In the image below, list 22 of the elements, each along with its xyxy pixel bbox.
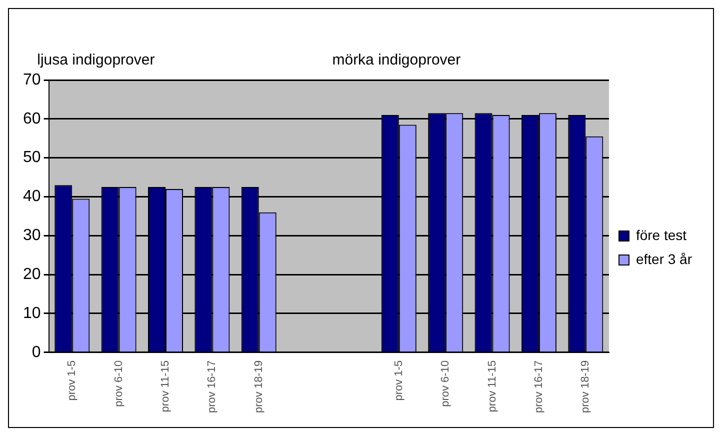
- y-tick-label: 10: [23, 304, 41, 322]
- x-tick-label: prov 16-17: [532, 360, 545, 414]
- y-tick-label: 0: [32, 344, 41, 361]
- x-tick-label: prov 18-19: [580, 360, 592, 414]
- x-tick-label: prov 16-17: [206, 360, 218, 414]
- x-tick-label: prov 1-5: [392, 360, 405, 401]
- y-tick-label: 60: [23, 110, 41, 128]
- x-tick-label: prov 11-15: [160, 360, 172, 412]
- y-tick-label: 50: [23, 149, 41, 166]
- legend-label: före test: [636, 226, 687, 243]
- y-tick-label: 70: [23, 71, 41, 88]
- text: mörka indigoprover: [332, 52, 461, 69]
- x-tick-label: prov 6-10: [440, 360, 452, 407]
- x-tick-label: prov 6-10: [112, 360, 125, 407]
- y-tick-label: 30: [23, 227, 41, 244]
- legend-label: efter 3 år: [636, 250, 692, 267]
- y-tick-label: 40: [23, 188, 41, 206]
- y-tick-label: 20: [23, 266, 41, 283]
- x-tick-label: prov 1-5: [66, 360, 78, 401]
- x-tick-label: prov 18-19: [252, 360, 265, 414]
- text: ljusa indigoprover: [37, 52, 155, 69]
- x-tick-label: prov 11-15: [486, 360, 498, 412]
